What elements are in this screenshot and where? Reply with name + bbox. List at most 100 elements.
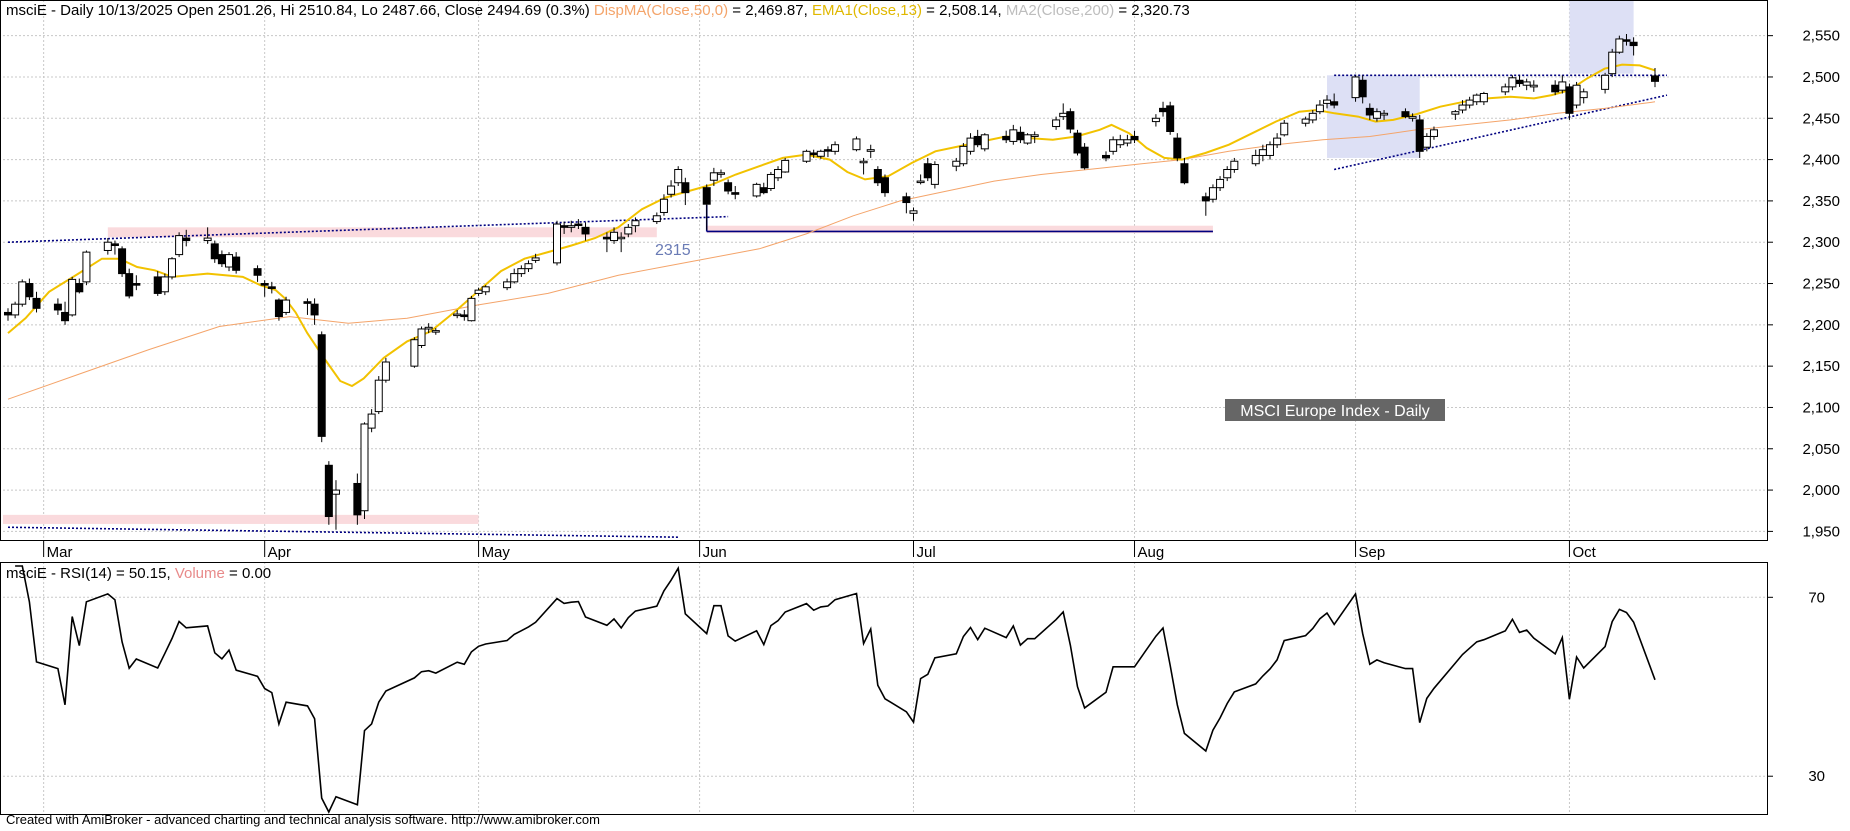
candle-body <box>1023 134 1032 144</box>
rsi-layer <box>15 565 1656 814</box>
rsi-header: msciE - RSI(14) = 50.15, Volume = 0.00 <box>6 565 271 582</box>
candle-body <box>1458 104 1467 111</box>
candle-body <box>1515 79 1524 85</box>
candle-body <box>731 192 740 195</box>
candle-body <box>1522 81 1531 86</box>
candle-body <box>132 283 141 286</box>
candle-body <box>724 182 733 192</box>
candle-body <box>118 248 127 275</box>
candle-body <box>517 268 526 275</box>
pattern-highlight <box>1569 1 1634 74</box>
x-tick-label: May <box>482 544 511 561</box>
candle-body <box>1558 81 1567 91</box>
candle-body <box>1059 112 1068 118</box>
candle-body <box>61 311 70 322</box>
axis-layer: 2,550 2,500 2,450 2,400 2,350 2,300 2,250 2,200… <box>43 28 1840 785</box>
candle-body <box>353 482 362 516</box>
candle-body <box>232 256 241 271</box>
candle-body <box>210 243 219 260</box>
candle-layer <box>4 34 1659 530</box>
candle-body <box>260 283 269 286</box>
x-tick-label: Mar <box>47 544 73 561</box>
candle-body <box>1273 137 1282 146</box>
ma200-label: MA2(Close,200) <box>1005 2 1115 19</box>
candle-body <box>460 314 469 318</box>
candle-body <box>481 286 490 293</box>
candle-body <box>1579 91 1588 99</box>
candle-body <box>453 313 462 317</box>
candle-body <box>1109 139 1118 152</box>
candle-body <box>959 145 968 165</box>
candle-body <box>1208 187 1217 200</box>
y-tick-label: 2,350 <box>1802 193 1840 210</box>
candle-body <box>11 303 20 316</box>
rsi-tick-label: 70 <box>1808 589 1825 606</box>
candle-body <box>153 276 162 294</box>
candle-body <box>1280 122 1289 136</box>
level-label-2315: 2315 <box>655 242 691 259</box>
candle-body <box>973 135 982 146</box>
annotation-box: MSCI Europe Index - Daily <box>1225 399 1445 421</box>
candle-body <box>1501 86 1510 93</box>
candle-body <box>68 278 77 316</box>
rsi-line <box>15 565 1656 814</box>
candle-body <box>1216 178 1225 189</box>
candle-body <box>467 297 476 322</box>
candle-body <box>1479 92 1488 103</box>
candle-body <box>1166 105 1175 132</box>
candle-body <box>574 223 583 227</box>
candle-body <box>360 423 369 512</box>
candle-body <box>1009 129 1018 142</box>
candle-body <box>1380 112 1389 116</box>
price-panel-frame <box>0 0 1768 541</box>
candle-body <box>431 330 440 333</box>
candle-body <box>952 160 961 167</box>
symbol-line: msciE - Daily 10/13/2025 Open 2501.26, H… <box>6 2 590 19</box>
candle-body <box>1265 144 1274 156</box>
candle-body <box>75 283 84 293</box>
candle-body <box>859 160 868 164</box>
candle-body <box>1415 119 1424 152</box>
candle-body <box>966 137 975 152</box>
candle-body <box>816 150 825 157</box>
candle-body <box>182 237 191 242</box>
candle-body <box>1230 160 1239 171</box>
y-tick-label: 2,400 <box>1802 152 1840 169</box>
candle-body <box>852 138 861 151</box>
candle-body <box>716 172 725 175</box>
resistance-zone-highlight <box>706 225 1213 234</box>
candle-body <box>709 172 718 181</box>
candle-body <box>253 268 262 276</box>
candle-body <box>410 339 419 367</box>
candle-body <box>1052 119 1061 128</box>
candle-body <box>909 210 918 214</box>
candle-body <box>980 134 989 150</box>
candle-body <box>317 334 326 437</box>
candle-body <box>752 183 761 197</box>
candle-body <box>225 254 234 268</box>
candle-body <box>823 149 832 152</box>
candle-body <box>1251 154 1260 165</box>
resistance-zone-highlight <box>107 227 657 238</box>
candle-body <box>1551 84 1560 93</box>
candle-body <box>1016 131 1025 141</box>
ema-value: = 2,508.14, <box>921 2 1006 19</box>
ma200-value: = 2,320.73 <box>1114 2 1190 19</box>
candle-body <box>267 286 276 289</box>
candle-body <box>624 226 633 235</box>
candle-body <box>1323 99 1332 104</box>
candle-body <box>1601 74 1610 90</box>
x-tick-label: Oct <box>1572 544 1596 561</box>
candle-body <box>1002 135 1011 141</box>
candle-body <box>1422 135 1431 148</box>
ma50-label: DispMA(Close,50,0) <box>593 2 729 19</box>
candle-body <box>510 273 519 283</box>
candle-body <box>873 169 882 184</box>
annotation-text: MSCI Europe Index - Daily <box>1240 403 1429 420</box>
y-tick-label: 2,250 <box>1802 276 1840 293</box>
candle-body <box>1358 79 1367 98</box>
candle-body <box>203 237 212 242</box>
ema-label: EMA1(Close,13) <box>811 2 922 19</box>
candle-body <box>1365 107 1374 116</box>
